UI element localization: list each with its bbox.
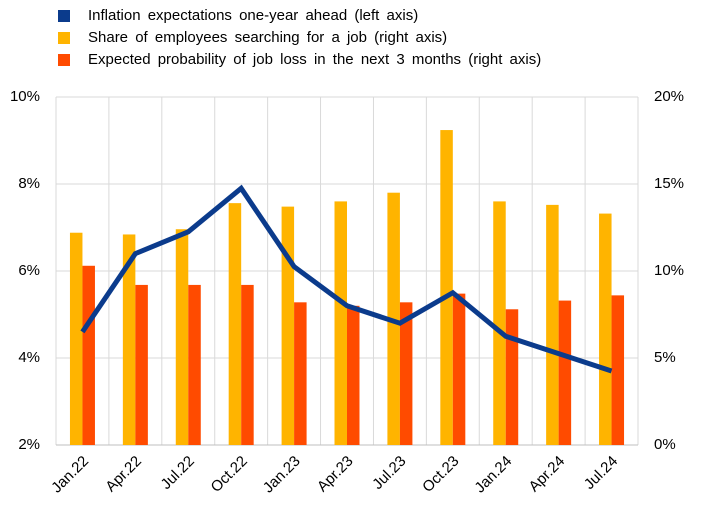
- x-tick-label: Jan.23: [260, 453, 304, 497]
- legend-label: Share of employees searching for a job (…: [88, 29, 447, 46]
- x-tick-label: Jul.22: [158, 453, 198, 493]
- bar: [599, 213, 612, 445]
- y2-tick-label: 10%: [654, 262, 684, 279]
- x-tick-label: Jan.22: [48, 453, 92, 497]
- x-tick-label: Apr.24: [526, 453, 569, 496]
- x-tick-label: Oct.23: [419, 453, 462, 496]
- bar: [493, 201, 506, 445]
- y-tick-label: 10%: [10, 88, 40, 105]
- y2-tick-label: 15%: [654, 175, 684, 192]
- y2-tick-label: 20%: [654, 88, 684, 105]
- y-tick-label: 6%: [18, 262, 40, 279]
- y-tick-label: 4%: [18, 349, 40, 366]
- bar: [135, 284, 148, 445]
- y-tick-label: 2%: [18, 436, 40, 453]
- legend-label: Expected probability of job loss in the …: [88, 51, 541, 68]
- bar: [611, 295, 625, 445]
- line: [80, 184, 613, 374]
- bar: [558, 300, 572, 445]
- x-tick-label: Apr.22: [102, 453, 145, 496]
- bar: [294, 302, 307, 445]
- x-tick-label: Jan.24: [471, 453, 515, 497]
- bar: [546, 204, 559, 445]
- x-tick-label: Oct.22: [208, 453, 251, 496]
- bar: [505, 309, 519, 445]
- legend-label: Inflation expectations one-year ahead (l…: [88, 7, 418, 24]
- bar: [188, 284, 201, 445]
- bar: [241, 284, 254, 445]
- y2-tick-label: 5%: [654, 349, 676, 366]
- y2-tick-label: 0%: [654, 436, 676, 453]
- bar: [228, 203, 242, 445]
- bar: [175, 229, 189, 445]
- legend-swatch: [58, 54, 70, 66]
- bar: [334, 201, 347, 445]
- x-tick-label: Jul.23: [369, 453, 409, 493]
- bar: [399, 302, 413, 445]
- bar: [122, 234, 136, 445]
- x-tick-label: Jul.24: [581, 453, 621, 493]
- bar: [440, 130, 453, 445]
- bar: [69, 232, 83, 445]
- bar: [281, 206, 295, 445]
- bar: [347, 305, 360, 445]
- legend-swatch: [58, 10, 70, 22]
- legend-swatch: [58, 32, 70, 44]
- bar: [82, 265, 95, 445]
- bar: [452, 293, 466, 445]
- x-tick-label: Apr.23: [314, 453, 357, 496]
- y-tick-label: 8%: [18, 175, 40, 192]
